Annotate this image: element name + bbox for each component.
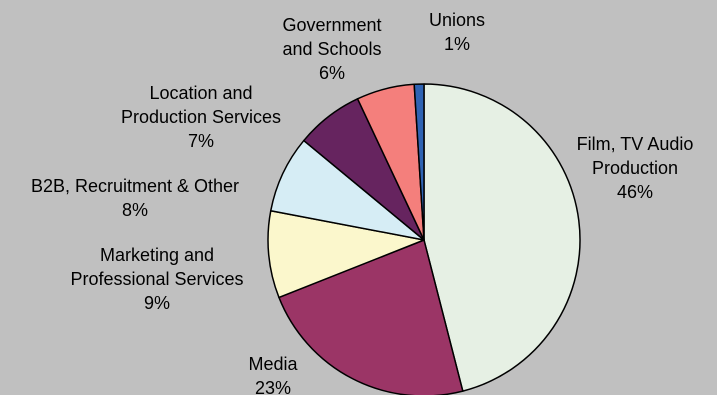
slice-label-6: Unions 1% [429, 10, 485, 54]
slice-label-4: Location and Production Services 7% [121, 83, 281, 151]
slice-label-5: Government and Schools 6% [282, 15, 381, 83]
slice-percent: 23% [255, 378, 291, 395]
slice-label-line: Marketing and [100, 245, 214, 265]
pie-slice-0 [423, 83, 581, 392]
slice-label-line: Location and [149, 83, 252, 103]
slice-percent: 6% [319, 63, 345, 83]
pie-slice-1 [278, 239, 464, 395]
slice-label-line: and Schools [282, 39, 381, 59]
slice-label-line: Unions [429, 10, 485, 30]
slice-label-line: Professional Services [70, 269, 243, 289]
slice-label-0: Film, TV Audio Production 46% [577, 134, 694, 202]
pie-slices [267, 83, 581, 395]
slice-percent: 9% [144, 293, 170, 313]
slice-percent: 8% [122, 200, 148, 220]
slice-percent: 1% [444, 34, 470, 54]
slice-label-3: B2B, Recruitment & Other 8% [31, 176, 239, 220]
slice-label-line: Production [592, 158, 678, 178]
slice-label-line: Film, TV Audio [577, 134, 694, 154]
slice-label-line: Media [248, 354, 298, 374]
slice-label-line: Production Services [121, 107, 281, 127]
slice-label-line: Government [282, 15, 381, 35]
pie-slice-2 [267, 210, 425, 299]
pie-slice-6 [413, 83, 425, 241]
pie-labels: Film, TV Audio Production 46% Media 23% Marke… [31, 10, 693, 395]
slice-percent: 7% [188, 131, 214, 151]
slice-label-1: Media 23% [248, 354, 298, 395]
slice-label-2: Marketing and Professional Services 9% [70, 245, 243, 313]
slice-percent: 46% [617, 182, 653, 202]
slice-label-line: B2B, Recruitment & Other [31, 176, 239, 196]
